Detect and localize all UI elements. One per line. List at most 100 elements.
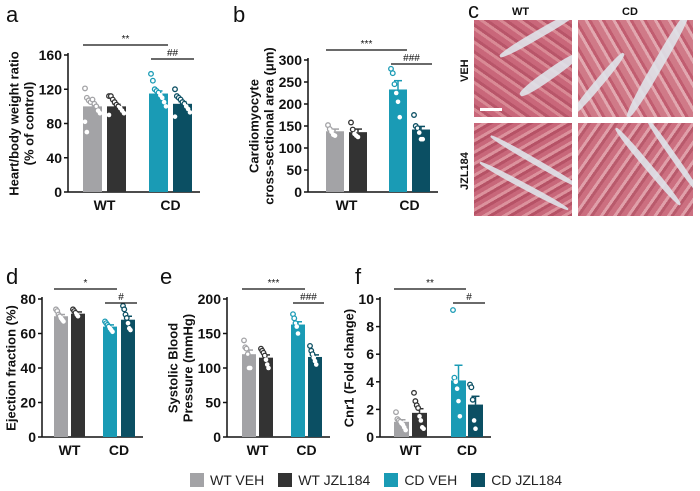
legend-swatch bbox=[190, 473, 204, 487]
legend-item-cd-jzl184: CD JZL184 bbox=[471, 472, 562, 488]
x-tick-label-wt: WT bbox=[94, 197, 116, 213]
data-point bbox=[264, 362, 270, 367]
significance-label: * bbox=[84, 278, 88, 289]
legend-item-wt-jzl184: WT JZL184 bbox=[278, 472, 370, 488]
histology-row-veh: VEH bbox=[459, 59, 471, 82]
tissue-gap bbox=[489, 133, 572, 189]
panel-label-f: f bbox=[355, 264, 362, 289]
data-point bbox=[403, 427, 408, 433]
data-point bbox=[187, 110, 193, 115]
data-point bbox=[471, 418, 477, 423]
y-tick-label: 4 bbox=[366, 374, 374, 390]
data-point bbox=[389, 70, 396, 77]
scale-bar bbox=[480, 108, 502, 111]
y-tick-label: 40 bbox=[20, 360, 36, 376]
data-point bbox=[161, 99, 167, 105]
data-point bbox=[149, 77, 156, 84]
data-point bbox=[454, 386, 460, 392]
data-point bbox=[312, 358, 318, 364]
panel-label-e: e bbox=[160, 264, 172, 289]
x-tick-label-wt: WT bbox=[247, 442, 269, 458]
bar-wt_veh bbox=[326, 131, 344, 192]
data-point bbox=[266, 365, 271, 371]
data-point bbox=[61, 319, 66, 324]
y-tick-label: 6 bbox=[366, 346, 374, 362]
data-point bbox=[84, 129, 90, 135]
x-tick-label-cd: CD bbox=[399, 197, 419, 213]
histology-wt-jzl184 bbox=[474, 123, 572, 216]
data-point bbox=[393, 409, 399, 416]
bar-cd_jzl bbox=[173, 103, 192, 192]
x-tick-label-cd: CD bbox=[296, 442, 316, 458]
y-axis-label: (% of control) bbox=[22, 82, 37, 166]
data-point bbox=[393, 90, 399, 96]
legend-item-cd-veh: CD VEH bbox=[384, 472, 457, 488]
data-point bbox=[456, 398, 461, 404]
x-tick-label-cd: CD bbox=[160, 197, 180, 213]
bar-wt_veh bbox=[83, 106, 102, 192]
bar-cd_veh bbox=[149, 93, 168, 192]
data-point bbox=[185, 106, 191, 112]
tissue-gap bbox=[644, 123, 693, 195]
y-tick-label: 0 bbox=[294, 184, 302, 200]
y-tick-label: 0 bbox=[366, 429, 374, 445]
panel-label-b: b bbox=[233, 2, 245, 27]
significance-label: # bbox=[466, 292, 472, 303]
data-point bbox=[417, 414, 422, 419]
legend-label: CD JZL184 bbox=[491, 472, 563, 488]
y-tick-label: 160 bbox=[39, 47, 63, 63]
legend-item-wt-veh: WT VEH bbox=[190, 472, 264, 488]
y-tick-label: 250 bbox=[279, 74, 303, 90]
data-point bbox=[159, 95, 165, 101]
data-point bbox=[93, 103, 100, 110]
data-point bbox=[311, 355, 317, 360]
tissue-gap bbox=[623, 20, 693, 117]
tissue-gap bbox=[517, 50, 572, 100]
bar-cd_veh bbox=[291, 324, 305, 437]
histology-wt-veh bbox=[474, 20, 572, 117]
histology-col-wt: WT bbox=[512, 6, 530, 18]
bar-cd_veh bbox=[103, 326, 117, 437]
data-point bbox=[294, 324, 300, 329]
significance-label: ## bbox=[167, 48, 179, 59]
bar-cd_jzl bbox=[121, 319, 135, 437]
tissue-gap bbox=[578, 50, 627, 117]
y-tick-label: 0 bbox=[28, 429, 36, 445]
bar-cd_jzl bbox=[308, 356, 322, 437]
data-point bbox=[348, 119, 354, 126]
y-tick-label: 10 bbox=[358, 291, 374, 307]
bar-wt_jzl bbox=[259, 357, 273, 437]
data-point bbox=[473, 426, 478, 432]
y-tick-label: 200 bbox=[279, 96, 303, 112]
data-point bbox=[121, 306, 128, 313]
data-point bbox=[291, 315, 298, 322]
data-point bbox=[307, 342, 313, 349]
data-point bbox=[468, 384, 475, 391]
bar-wt_veh bbox=[54, 316, 68, 437]
significance-label: # bbox=[118, 292, 124, 303]
bar-wt_veh bbox=[242, 354, 256, 437]
legend-label: CD VEH bbox=[404, 472, 458, 488]
histology-row-jzl184: JZL184 bbox=[459, 152, 471, 190]
tissue-gap bbox=[498, 20, 572, 60]
y-tick-label: 80 bbox=[20, 291, 36, 307]
legend-label: WT VEH bbox=[210, 472, 265, 488]
bar-wt_jzl bbox=[349, 132, 367, 192]
significance-label: *** bbox=[361, 39, 373, 50]
data-point bbox=[395, 99, 401, 105]
bar-wt_jzl bbox=[107, 106, 126, 192]
legend-swatch bbox=[384, 473, 399, 487]
y-tick-label: 100 bbox=[279, 140, 303, 156]
histology-cd-veh bbox=[578, 20, 693, 117]
y-axis-label: Ejection fraction (%) bbox=[3, 305, 18, 431]
legend-label: WT JZL184 bbox=[298, 472, 371, 488]
x-tick-label-wt: WT bbox=[59, 442, 81, 458]
data-point bbox=[261, 352, 268, 359]
data-point bbox=[82, 85, 88, 92]
data-point bbox=[241, 337, 247, 344]
y-tick-label: 50 bbox=[205, 395, 221, 411]
y-tick-label: 2 bbox=[366, 401, 374, 417]
data-point bbox=[355, 134, 361, 140]
